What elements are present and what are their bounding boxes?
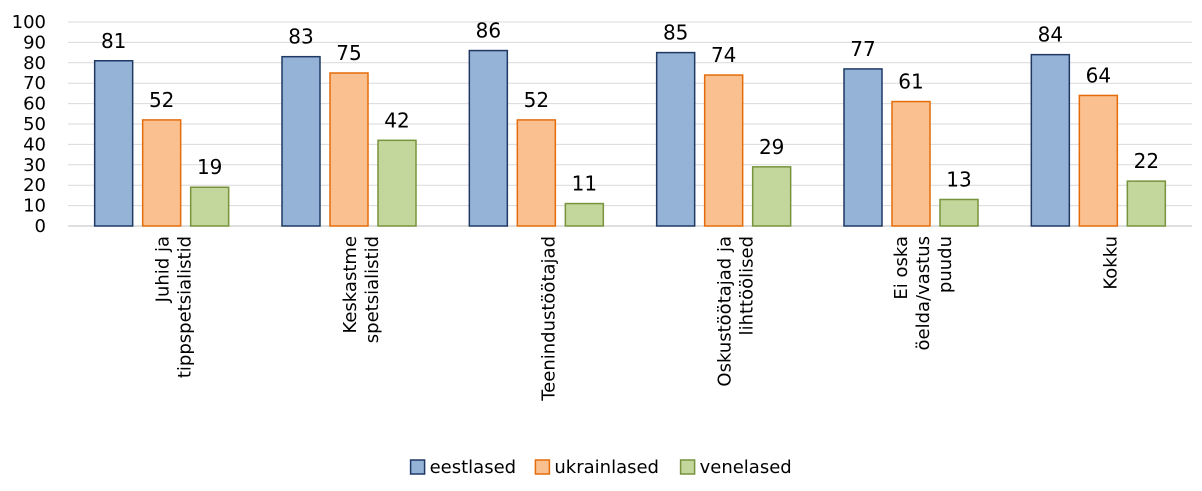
- bar-venelased-1: [377, 139, 417, 227]
- y-tick-label: 70: [23, 73, 46, 94]
- data-label-ukrainlased-3: 74: [711, 43, 736, 67]
- data-label-ukrainlased-5: 64: [1086, 63, 1111, 87]
- y-tick-label: 0: [35, 216, 46, 237]
- bars: [93, 49, 1167, 227]
- data-label-eestlased-0: 81: [101, 29, 126, 53]
- category-label-1: Keskastme spetsialistid: [340, 236, 383, 343]
- data-label-ukrainlased-4: 61: [898, 70, 923, 94]
- y-tick-label: 20: [23, 175, 46, 196]
- bar-eestlased-2: [468, 49, 509, 227]
- bar-eestlased-4: [843, 68, 883, 227]
- data-label-venelased-1: 42: [384, 108, 409, 132]
- data-label-venelased-2: 11: [572, 172, 597, 196]
- category-label-4: Ei oska öelda/vastus puudu: [891, 236, 956, 351]
- data-label-ukrainlased-0: 52: [149, 88, 174, 112]
- data-label-venelased-5: 22: [1134, 149, 1159, 173]
- legend-swatch-eestlased: [409, 459, 426, 475]
- legend-label-venelased: venelased: [700, 457, 792, 478]
- category-label-0: Juhid ja tippspetsialistid: [153, 236, 196, 378]
- category-label-5: Kokku: [1100, 236, 1121, 290]
- bar-eestlased-5: [1030, 53, 1071, 227]
- bar-venelased-3: [751, 166, 792, 227]
- data-label-eestlased-2: 86: [476, 19, 501, 43]
- y-tick-label: 50: [23, 114, 46, 135]
- bar-eestlased-0: [93, 60, 134, 227]
- data-label-ukrainlased-1: 75: [336, 41, 361, 65]
- y-tick-label: 30: [23, 155, 46, 176]
- category-label-line: lihttöölised: [737, 236, 758, 335]
- category-label-line: Keskastme: [340, 236, 361, 334]
- legend-item-ukrainlased: ukrainlased: [534, 457, 659, 478]
- bar-ukrainlased-1: [329, 72, 369, 227]
- legend-item-venelased: venelased: [679, 457, 792, 478]
- data-label-venelased-3: 29: [759, 135, 784, 159]
- bar-eestlased-3: [655, 51, 696, 227]
- bar-venelased-5: [1126, 180, 1167, 227]
- category-label-line: Kokku: [1100, 236, 1121, 290]
- data-label-eestlased-4: 77: [850, 37, 875, 61]
- data-label-eestlased-3: 85: [663, 21, 688, 45]
- bar-venelased-0: [189, 186, 230, 227]
- y-tick-label: 10: [23, 196, 46, 217]
- y-tick-label: 60: [23, 94, 46, 115]
- category-label-line: puudu: [935, 236, 956, 293]
- category-label-line: Oskustöötajad ja: [715, 236, 736, 387]
- data-labels: 81 52 19 83 75 42 86 52 11 85 74 29 77 61 13 84 64 22: [101, 19, 1159, 196]
- y-tick-label: 40: [23, 134, 46, 155]
- y-tick-label: 80: [23, 53, 46, 74]
- category-label-2: Teenindustöötajad: [538, 236, 559, 402]
- category-label-line: tippspetsialistid: [175, 236, 196, 378]
- category-labels: Juhid ja tippspetsialistid Keskastme spetsi…: [153, 236, 1122, 402]
- bar-ukrainlased-5: [1078, 94, 1119, 227]
- legend-item-eestlased: eestlased: [409, 457, 516, 478]
- bar-ukrainlased-2: [516, 119, 557, 227]
- legend: eestlased ukrainlased venelased: [409, 457, 792, 478]
- data-label-ukrainlased-2: 52: [524, 88, 549, 112]
- bar-venelased-2: [564, 202, 605, 227]
- legend-swatch-ukrainlased: [534, 459, 551, 475]
- bar-ukrainlased-0: [141, 119, 182, 227]
- legend-label-eestlased: eestlased: [430, 457, 516, 478]
- legend-swatch-venelased: [679, 459, 696, 475]
- gridlines: [68, 21, 1192, 227]
- data-label-venelased-4: 13: [946, 167, 971, 191]
- category-label-3: Oskustöötajad ja lihttöölised: [715, 236, 758, 387]
- bar-eestlased-1: [281, 55, 321, 227]
- y-tick-label: 90: [23, 32, 46, 53]
- y-tick-label: 100: [12, 12, 46, 33]
- data-label-venelased-0: 19: [197, 155, 222, 179]
- bar-venelased-4: [939, 198, 979, 227]
- legend-label-ukrainlased: ukrainlased: [554, 457, 659, 478]
- data-label-eestlased-5: 84: [1038, 23, 1063, 47]
- category-label-line: öelda/vastus: [913, 236, 934, 351]
- category-label-line: Juhid ja: [153, 236, 174, 303]
- bar-ukrainlased-3: [703, 74, 744, 227]
- category-label-line: Ei oska: [891, 236, 912, 300]
- bar-ukrainlased-4: [891, 100, 931, 227]
- category-label-line: Teenindustöötajad: [538, 236, 559, 402]
- data-label-eestlased-1: 83: [288, 25, 313, 49]
- category-label-line: spetsialistid: [362, 236, 383, 343]
